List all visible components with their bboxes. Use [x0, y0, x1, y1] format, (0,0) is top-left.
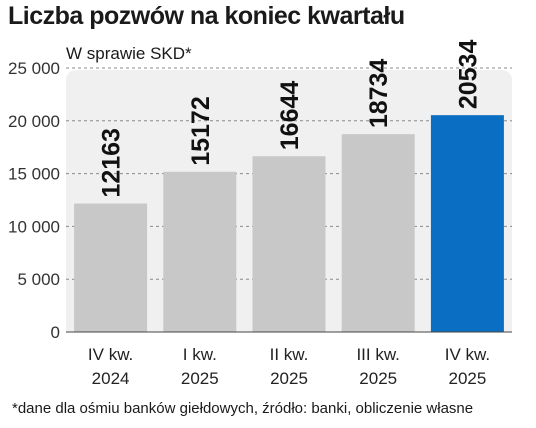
chart-title: Liczba pozwów na koniec kwartału: [8, 2, 405, 30]
bar: [341, 134, 415, 332]
x-tick-label: 2025: [270, 369, 308, 388]
source-footnote: *dane dla ośmiu banków giełdowych, źródł…: [12, 400, 474, 417]
y-tick-label: 20 000: [8, 112, 60, 131]
y-tick-label: 0: [51, 323, 60, 342]
y-tick-label: 15 000: [8, 165, 60, 184]
value-label: 15172: [187, 96, 215, 166]
x-tick-label: III kw.: [356, 345, 399, 364]
value-label: 18734: [365, 59, 393, 129]
x-tick-label: IV kw.: [88, 345, 133, 364]
bar: [163, 171, 237, 332]
bar: [252, 156, 326, 332]
x-tick-label: 2024: [92, 369, 130, 388]
x-tick-label: IV kw.: [445, 345, 490, 364]
y-tick-label: 5 000: [17, 270, 60, 289]
x-tick-label: 2025: [448, 369, 486, 388]
x-tick-label: I kw.: [183, 345, 217, 364]
chart-subtitle: W sprawie SKD*: [66, 44, 192, 63]
y-tick-label: 25 000: [8, 59, 60, 78]
value-label: 16644: [276, 81, 304, 151]
x-tick-label: II kw.: [270, 345, 309, 364]
x-tick-label: 2025: [181, 369, 219, 388]
value-label: 20534: [454, 40, 482, 110]
y-tick-label: 10 000: [8, 217, 60, 236]
value-label: 12163: [98, 128, 126, 198]
bar: [430, 115, 504, 333]
x-tick-label: 2025: [359, 369, 397, 388]
bar: [74, 203, 148, 332]
